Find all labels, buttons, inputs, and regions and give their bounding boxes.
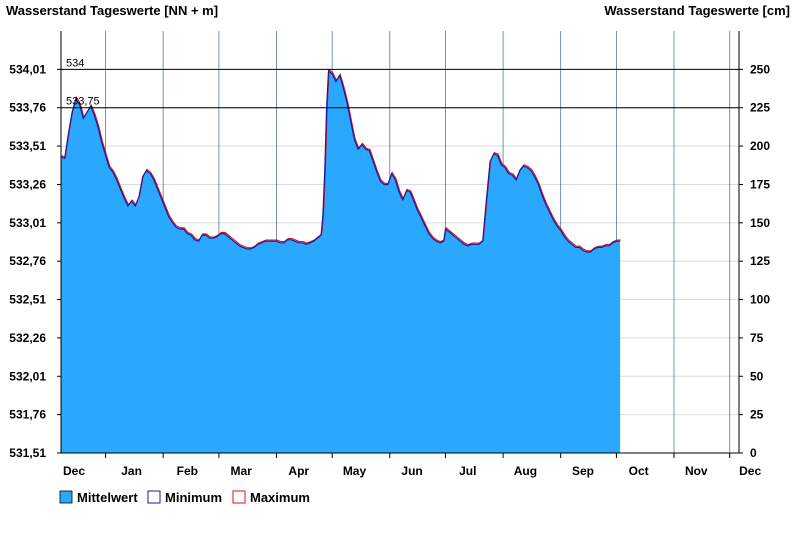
left-axis-title: Wasserstand Tageswerte [NN + m] [6,3,218,18]
month-label-10: Oct [629,464,649,478]
legend-label-mittelwert: Mittelwert [77,490,138,505]
legend-label-minimum: Minimum [165,490,222,505]
left-tick-label-7: 532,26 [9,331,46,345]
left-tick-labels: 534,01 533,76 533,51 533,26 533,01 532,76 532,… [9,62,46,460]
right-tick-label-3: 175 [750,177,770,191]
left-tick-label-1: 533,76 [9,101,46,115]
month-label-9: Sep [572,464,594,478]
right-tick-label-1: 225 [750,101,770,115]
legend-item-mittelwert[interactable]: Mittelwert [59,490,138,505]
month-label-4: Apr [288,464,309,478]
left-tick-label-4: 533,01 [9,216,46,230]
legend: Mittelwert Minimum Maximum [59,490,310,505]
right-tick-label-5: 125 [750,254,770,268]
legend-swatch-mittelwert [59,490,73,504]
right-tick-label-9: 25 [750,408,764,422]
left-tick-label-3: 533,26 [9,177,46,191]
area-mittelwert [61,70,621,454]
right-tick-label-10: 0 [750,446,757,460]
reference-label-0: 534 [66,57,84,69]
right-tick-label-0: 250 [750,62,770,76]
left-tick-label-0: 534,01 [9,62,46,76]
month-label-5: May [343,464,367,478]
right-tick-label-6: 100 [750,293,770,307]
reference-label-1: 533,75 [66,96,100,108]
left-tick-label-10: 531,51 [9,446,46,460]
legend-swatch-maximum [232,490,246,504]
right-tick-label-7: 75 [750,331,764,345]
month-labels: Dec Jan Feb Mar Apr May Jun Jul Aug Sep Oct Nov Dec [63,464,761,478]
month-label-11: Nov [685,464,708,478]
right-tick-label-2: 200 [750,139,770,153]
month-label-6: Jun [401,464,422,478]
left-tick-label-5: 532,76 [9,254,46,268]
month-label-0: Dec [63,464,85,478]
legend-label-maximum: Maximum [250,490,310,505]
reference-lines: 534 533,75 [61,57,739,109]
legend-swatch-minimum [147,490,161,504]
axes [57,31,743,458]
series-layer [60,68,621,454]
month-label-7: Jul [459,464,476,478]
line-minimum [60,69,621,253]
legend-item-maximum[interactable]: Maximum [232,490,310,505]
left-tick-label-2: 533,51 [9,139,46,153]
legend-item-minimum[interactable]: Minimum [147,490,222,505]
right-tick-label-4: 150 [750,216,770,230]
month-label-8: Aug [514,464,537,478]
month-label-1: Jan [121,464,142,478]
month-label-12: Dec [739,464,761,478]
left-tick-label-9: 531,76 [9,408,46,422]
left-tick-label-8: 532,01 [9,369,46,383]
month-label-3: Mar [231,464,253,478]
month-label-2: Feb [177,464,198,478]
right-tick-label-8: 50 [750,369,764,383]
right-axis-title: Wasserstand Tageswerte [cm] [604,3,790,18]
left-tick-label-6: 532,51 [9,293,46,307]
